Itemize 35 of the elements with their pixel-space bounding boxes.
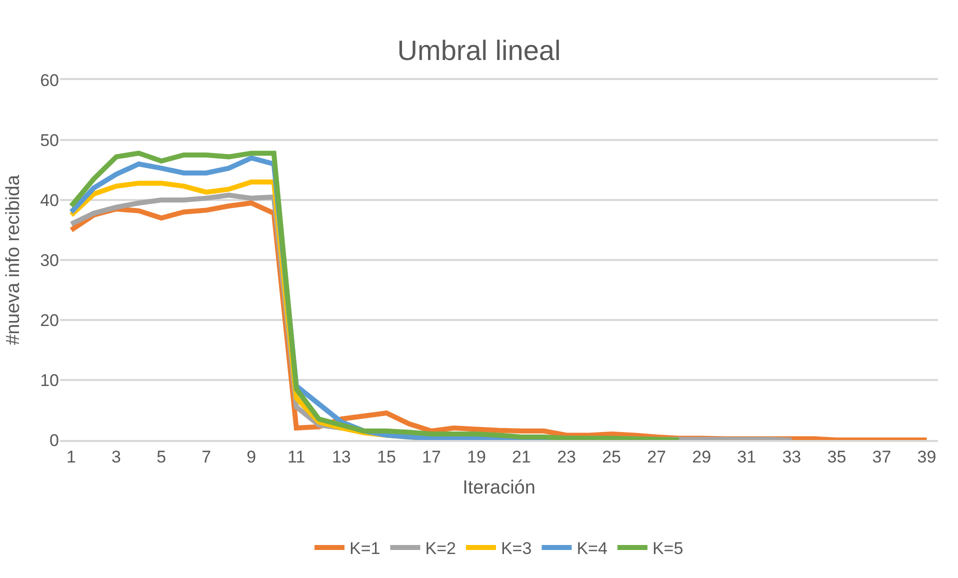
legend-label: K=5: [652, 539, 684, 558]
x-tick-label: 13: [332, 447, 351, 466]
chart-title: Umbral lineal: [397, 35, 561, 66]
x-tick-label: 15: [376, 447, 396, 466]
x-tick-label: 1: [66, 447, 76, 466]
y-tick-label: 30: [40, 250, 59, 270]
y-tick-label: 10: [40, 370, 59, 390]
x-tick-label: 7: [202, 447, 212, 466]
x-tick-label: 17: [422, 447, 441, 466]
x-tick-label: 39: [917, 447, 936, 466]
y-tick-label: 60: [40, 70, 59, 90]
x-tick-label: 37: [872, 447, 892, 466]
y-tick-label: 20: [40, 310, 59, 330]
y-tick-label: 40: [40, 190, 59, 210]
x-tick-label: 11: [288, 447, 306, 466]
x-tick-label: 29: [692, 447, 712, 466]
legend-label: K=3: [500, 539, 532, 558]
legend-label: K=2: [425, 539, 456, 558]
x-tick-label: 9: [246, 447, 256, 466]
legend-label: K=1: [350, 539, 380, 558]
y-tick-label: 50: [40, 130, 59, 150]
x-tick-label: 21: [512, 447, 531, 466]
x-tick-label: 33: [782, 447, 802, 466]
x-tick-label: 31: [737, 447, 756, 466]
x-tick-label: 35: [827, 447, 846, 466]
y-tick-label: 0: [50, 430, 59, 450]
x-tick-label: 23: [557, 447, 576, 466]
x-tick-label: 19: [467, 447, 486, 466]
x-tick-label: 25: [602, 447, 622, 466]
x-tick-label: 27: [647, 447, 666, 466]
x-tick-label: 5: [156, 447, 166, 466]
x-tick-label: 3: [112, 447, 122, 466]
x-axis-title: Iteración: [462, 478, 536, 499]
legend-label: K=4: [576, 539, 608, 558]
y-axis-title: #nueva info recibida: [2, 174, 24, 346]
